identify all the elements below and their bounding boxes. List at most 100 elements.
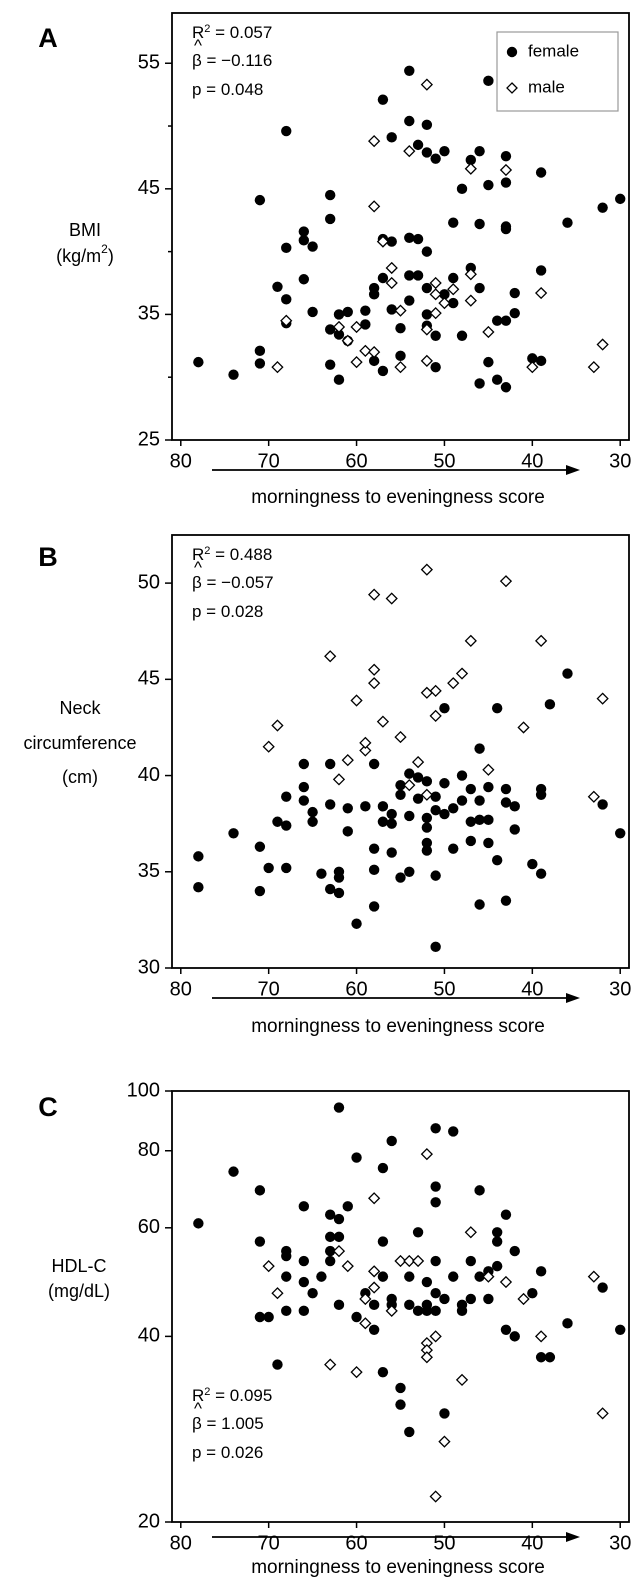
data-point-female [254, 885, 266, 897]
y-axis-label: Neck [59, 698, 101, 718]
y-tick-label: 80 [138, 1139, 160, 1161]
data-point-female [404, 866, 415, 877]
axis-arrow-head [566, 1532, 580, 1542]
data-point-female [298, 781, 310, 793]
data-point-male [324, 650, 337, 663]
data-point-male [376, 715, 390, 728]
data-point-female [342, 306, 353, 318]
data-point-female [360, 305, 371, 316]
data-point-male [464, 1226, 477, 1239]
data-point-male [420, 788, 433, 801]
data-point-female [597, 799, 608, 810]
data-point-female [351, 1311, 362, 1323]
data-point-female [456, 330, 468, 341]
legend-marker-male [506, 82, 518, 94]
beta-hat-mark: ^ [194, 1399, 202, 1418]
series-male [262, 1148, 609, 1503]
legend-marker-female [506, 46, 518, 58]
x-axis-label: morningness to eveningness score [251, 1557, 545, 1578]
x-tick-label: 40 [521, 978, 543, 1000]
data-point-male [482, 763, 495, 776]
y-tick-label: 40 [138, 1325, 160, 1347]
data-point-male [332, 320, 346, 334]
data-point-female [474, 814, 485, 826]
data-point-female [333, 1231, 345, 1243]
beta-hat-mark: ^ [194, 558, 202, 577]
data-point-female [448, 803, 459, 814]
data-point-female [263, 1311, 274, 1323]
data-point-male [359, 1317, 372, 1330]
data-point-female [474, 282, 485, 294]
x-tick-label: 80 [170, 978, 192, 1000]
data-point-female [395, 323, 406, 334]
data-point-female [360, 319, 371, 330]
data-point-female [316, 868, 327, 879]
data-point-female [535, 1352, 547, 1363]
data-point-female [263, 862, 274, 874]
data-point-male [429, 288, 442, 301]
data-point-female [324, 1209, 336, 1220]
data-point-male [368, 200, 381, 213]
data-point-male [394, 361, 407, 374]
data-point-male [429, 1330, 442, 1343]
x-tick-label: 70 [258, 450, 280, 472]
data-point-female [421, 822, 433, 833]
data-point-female [439, 145, 450, 157]
data-point-female [395, 1382, 406, 1394]
y-tick-label: 35 [138, 303, 160, 325]
data-point-female [615, 828, 626, 839]
data-point-female [421, 1299, 433, 1311]
x-tick-label: 30 [609, 1532, 631, 1554]
legend-label-female: female [528, 41, 579, 60]
data-point-female [500, 382, 512, 393]
data-point-male [271, 719, 284, 732]
data-point-male [447, 677, 460, 690]
data-point-female [404, 1299, 415, 1311]
data-point-male [332, 773, 346, 786]
data-point-female [430, 330, 441, 341]
data-point-female [307, 306, 318, 318]
data-point-female [562, 668, 573, 679]
data-point-female [333, 1299, 345, 1311]
data-point-female [377, 365, 389, 377]
x-tick-label: 80 [170, 1532, 192, 1554]
y-tick-label: 20 [138, 1510, 160, 1532]
x-tick-label: 50 [433, 450, 455, 472]
r-squared-label: R2 = 0.095 [192, 1386, 272, 1405]
data-point-male [482, 1270, 495, 1283]
series-female [193, 668, 626, 953]
data-point-female [377, 801, 389, 812]
data-point-female [307, 1287, 318, 1299]
data-point-female [333, 1213, 345, 1225]
data-point-female [474, 1185, 485, 1196]
data-point-female [386, 132, 397, 143]
data-point-female [298, 758, 310, 770]
data-point-male [420, 323, 433, 336]
data-point-female [281, 820, 292, 831]
data-point-female [386, 818, 397, 829]
data-point-female [281, 242, 292, 254]
data-point-female [324, 189, 336, 201]
data-point-male [376, 235, 390, 248]
data-point-female [448, 297, 459, 309]
data-point-female [509, 1245, 520, 1257]
plot-frame [171, 12, 630, 441]
data-point-female [324, 324, 336, 335]
x-tick-label: 40 [521, 1532, 543, 1554]
data-point-female [281, 1250, 292, 1262]
data-point-female [377, 1271, 389, 1282]
data-point-male [359, 344, 372, 357]
y-tick-label: 45 [138, 668, 160, 690]
data-point-female [333, 374, 345, 385]
data-point-male [359, 744, 372, 757]
data-point-male [262, 1259, 275, 1273]
data-point-female [509, 801, 520, 812]
data-point-female [421, 845, 433, 856]
panel-letter: B [38, 542, 58, 572]
data-point-female [281, 294, 292, 305]
data-point-female [368, 1324, 380, 1335]
data-point-female [483, 356, 494, 368]
panel-letter: A [38, 23, 58, 53]
data-point-male [341, 1259, 354, 1273]
data-point-male [526, 361, 539, 374]
